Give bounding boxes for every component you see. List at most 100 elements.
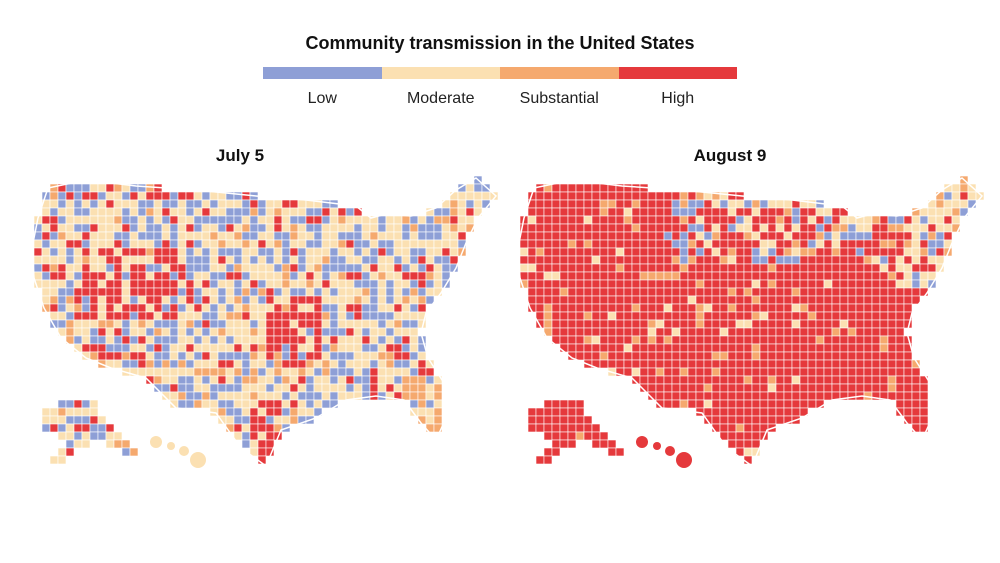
county-cell xyxy=(273,239,283,249)
county-cell xyxy=(871,223,881,233)
county-cell xyxy=(767,343,777,353)
county-cell xyxy=(567,423,577,433)
county-cell xyxy=(799,399,809,409)
county-cell xyxy=(911,255,921,265)
county-cell xyxy=(871,287,881,297)
county-cell xyxy=(233,279,243,289)
county-cell xyxy=(409,391,419,401)
county-cell xyxy=(623,279,633,289)
county-cell xyxy=(679,295,689,305)
county-cell xyxy=(137,223,147,233)
county-cell xyxy=(281,367,291,377)
county-cell xyxy=(807,399,817,409)
county-cell xyxy=(321,223,331,233)
county-cell xyxy=(473,183,483,193)
county-cell xyxy=(217,319,227,329)
county-cell xyxy=(727,391,737,401)
county-cell xyxy=(879,375,889,385)
county-cell xyxy=(137,303,147,313)
county-cell xyxy=(799,255,809,265)
county-cell xyxy=(321,399,331,409)
county-cell xyxy=(711,311,721,321)
county-cell xyxy=(647,287,657,297)
county-cell xyxy=(369,271,379,281)
county-cell xyxy=(121,199,131,209)
county-cell xyxy=(345,263,355,273)
county-cell xyxy=(297,343,307,353)
county-cell xyxy=(105,303,115,313)
county-cell xyxy=(169,335,179,345)
county-cell xyxy=(177,343,187,353)
county-cell xyxy=(655,199,665,209)
county-cell xyxy=(839,367,849,377)
county-cell xyxy=(599,215,609,225)
county-cell xyxy=(671,255,681,265)
county-cell xyxy=(743,223,753,233)
county-cell xyxy=(735,415,745,425)
county-cell xyxy=(97,287,107,297)
county-cell xyxy=(767,399,777,409)
county-cell xyxy=(687,383,697,393)
county-cell xyxy=(441,223,451,233)
county-cell xyxy=(217,383,227,393)
county-cell xyxy=(615,215,625,225)
county-cell xyxy=(425,239,435,249)
county-cell xyxy=(241,431,251,441)
county-cell xyxy=(337,335,347,345)
county-cell xyxy=(743,367,753,377)
county-cell xyxy=(551,239,561,249)
county-cell xyxy=(57,447,67,457)
county-cell xyxy=(385,359,395,369)
county-cell xyxy=(903,391,913,401)
county-cell xyxy=(727,415,737,425)
county-cell xyxy=(871,375,881,385)
county-cell xyxy=(671,375,681,385)
county-cell xyxy=(225,263,235,273)
county-cell xyxy=(49,303,59,313)
county-cell xyxy=(655,247,665,257)
county-cell xyxy=(743,199,753,209)
county-cell xyxy=(313,279,323,289)
county-cell xyxy=(449,223,459,233)
county-cell xyxy=(607,255,617,265)
county-cell xyxy=(321,367,331,377)
county-cell xyxy=(847,295,857,305)
county-cell xyxy=(353,271,363,281)
county-cell xyxy=(417,367,427,377)
county-cell xyxy=(839,383,849,393)
county-cell xyxy=(719,271,729,281)
county-cell xyxy=(185,399,195,409)
county-cell xyxy=(425,223,435,233)
county-cell xyxy=(695,327,705,337)
county-cell xyxy=(959,191,969,201)
county-cell xyxy=(639,271,649,281)
county-cell xyxy=(145,319,155,329)
county-cell xyxy=(401,351,411,361)
county-cell xyxy=(903,255,913,265)
county-cell xyxy=(145,351,155,361)
county-cell xyxy=(409,335,419,345)
county-cell xyxy=(895,279,905,289)
county-cell xyxy=(775,415,785,425)
county-cell xyxy=(65,247,75,257)
county-cell xyxy=(855,255,865,265)
county-cell xyxy=(385,279,395,289)
county-cell xyxy=(847,303,857,313)
county-cell xyxy=(767,415,777,425)
county-cell xyxy=(799,279,809,289)
county-cell xyxy=(49,295,59,305)
county-cell xyxy=(823,287,833,297)
county-cell xyxy=(345,271,355,281)
county-cell xyxy=(847,247,857,257)
county-cell xyxy=(129,327,139,337)
county-cell xyxy=(145,215,155,225)
county-cell xyxy=(695,287,705,297)
county-cell xyxy=(671,399,681,409)
county-cell xyxy=(329,255,339,265)
county-cell xyxy=(727,207,737,217)
county-cell xyxy=(591,191,601,201)
county-cell xyxy=(767,335,777,345)
county-cell xyxy=(639,375,649,385)
county-cell xyxy=(81,319,91,329)
county-cell xyxy=(401,391,411,401)
